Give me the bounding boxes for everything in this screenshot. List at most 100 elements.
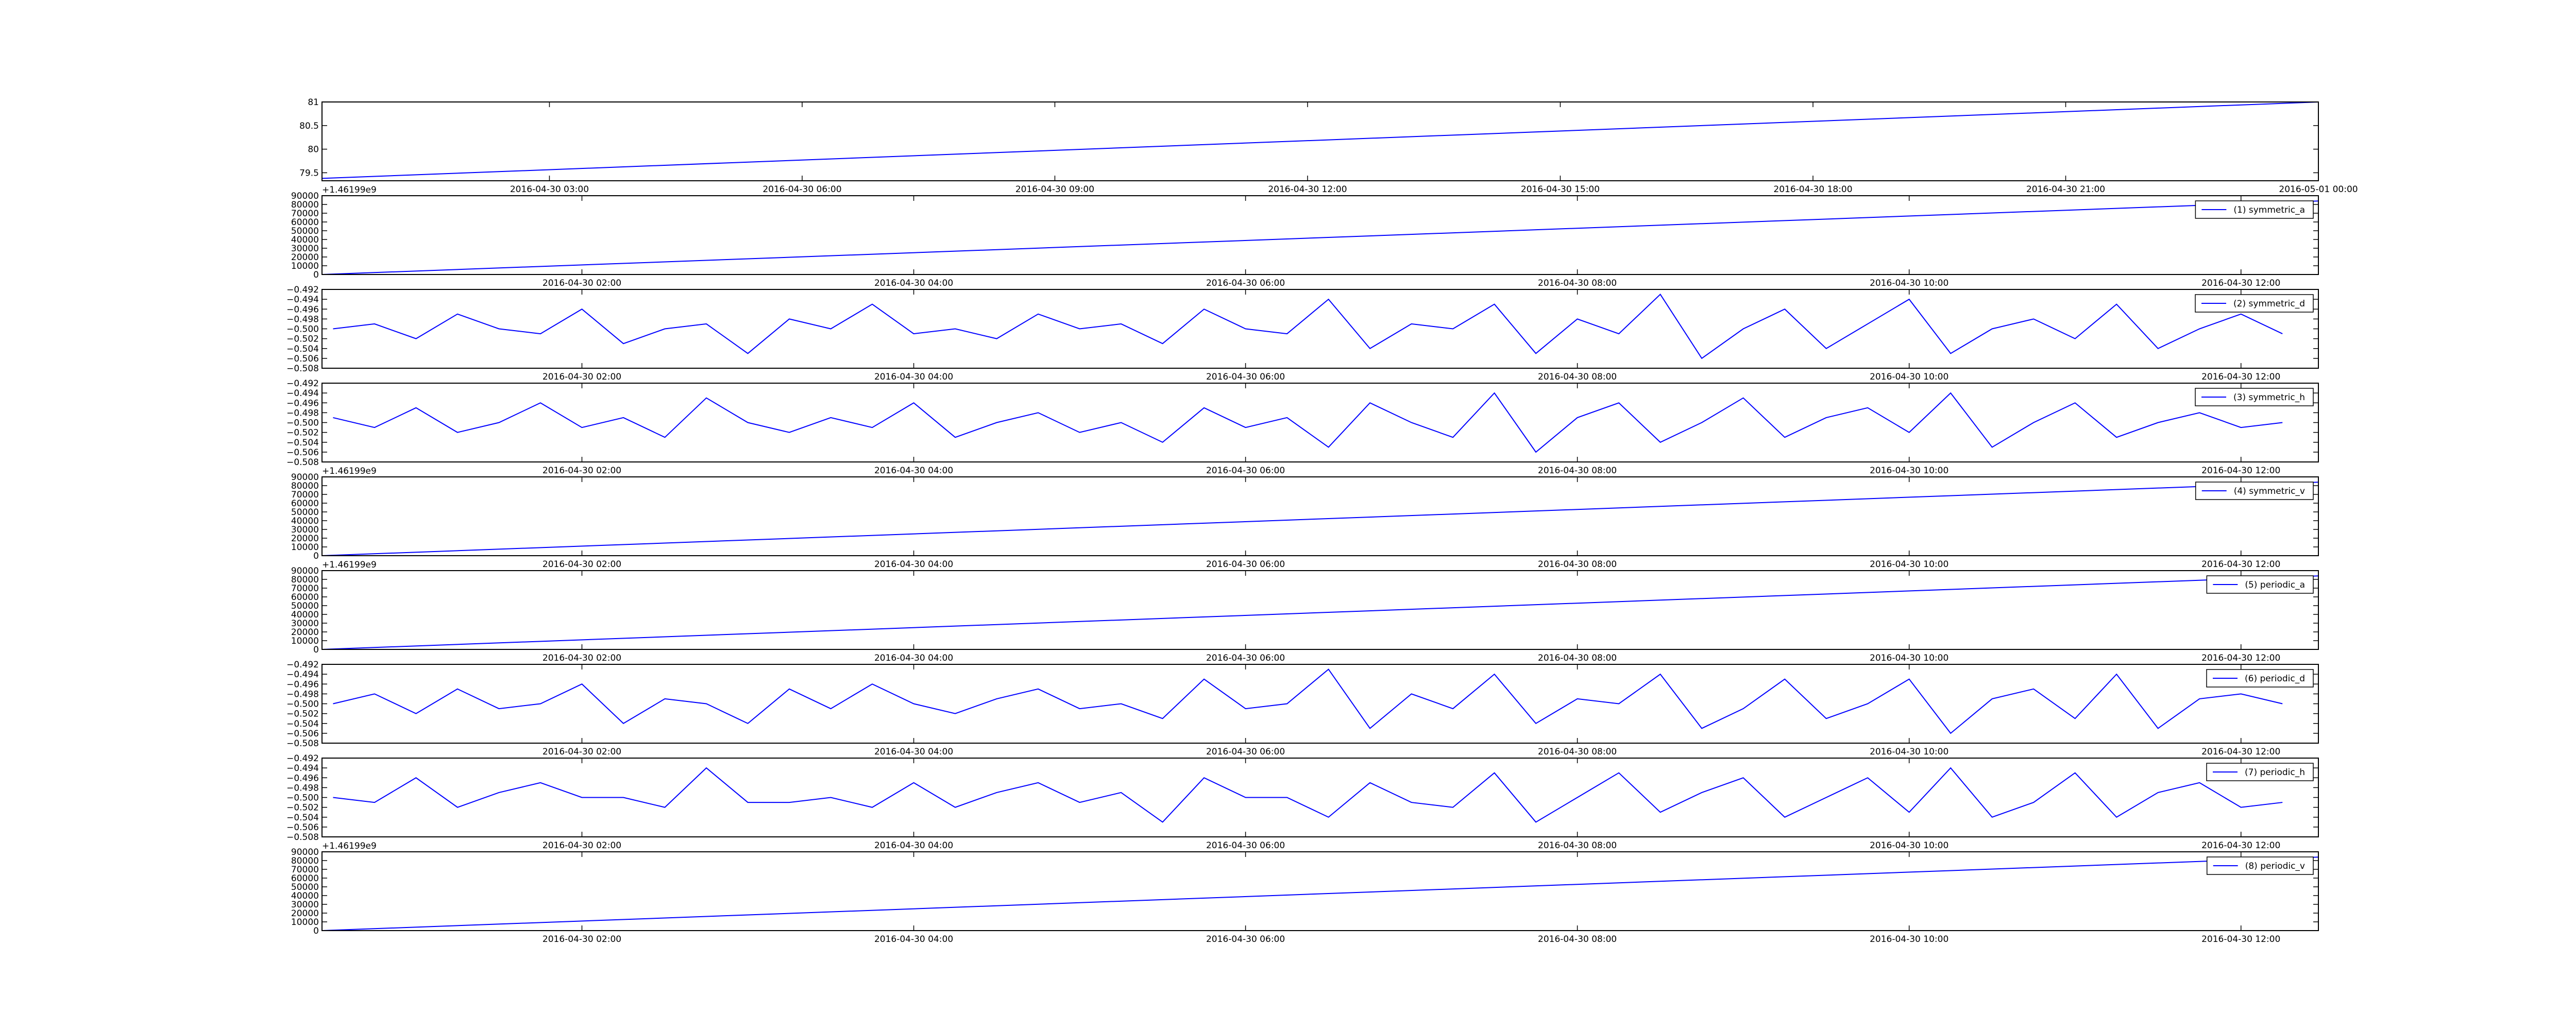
y-tick-label: 40000	[291, 235, 319, 245]
legend-label: (3) symmetric_h	[2233, 392, 2305, 403]
y-tick-label: 40000	[291, 610, 319, 620]
x-tick-label: 2016-04-30 18:00	[1773, 184, 1852, 195]
legend-label: (8) periodic_v	[2245, 861, 2305, 871]
x-tick-label: 2016-04-30 12:00	[2201, 840, 2280, 851]
y-tick-label: 60000	[291, 217, 319, 228]
x-tick-label: 2016-04-30 10:00	[1870, 278, 1948, 288]
x-tick-label: 2016-04-30 06:00	[762, 184, 841, 195]
axes-frame	[321, 851, 2319, 931]
y-tick-label: −0.498	[286, 783, 319, 793]
x-tick-label: 2016-04-30 10:00	[1870, 840, 1948, 851]
y-tick-label: 20000	[291, 908, 319, 919]
y-tick-label: 50000	[291, 226, 319, 236]
y-tick-label: 80000	[291, 200, 319, 210]
offset-text: +1.46199e9	[322, 841, 377, 851]
y-tick-label: −0.504	[286, 813, 319, 823]
y-tick-label: −0.494	[286, 388, 319, 399]
legend: (5) periodic_a	[2206, 575, 2314, 594]
data-line	[321, 575, 2319, 650]
y-tick-label: 80	[308, 145, 319, 155]
axes-frame	[321, 664, 2319, 744]
y-tick-label: −0.506	[286, 729, 319, 739]
y-tick-label: −0.498	[286, 408, 319, 418]
legend: (8) periodic_v	[2206, 856, 2314, 875]
x-tick-label: 2016-04-30 12:00	[1268, 184, 1347, 195]
y-tick-label: −0.496	[286, 304, 319, 315]
y-tick-label: 20000	[291, 252, 319, 263]
legend: (2) symmetric_d	[2195, 294, 2314, 313]
legend: (1) symmetric_a	[2195, 200, 2314, 219]
subplot: −0.508−0.506−0.504−0.502−0.500−0.498−0.4…	[286, 660, 2319, 757]
x-tick-label: 2016-04-30 10:00	[1870, 559, 1948, 570]
x-tick-label: 2016-04-30 06:00	[1206, 934, 1285, 945]
x-tick-label: 2016-04-30 02:00	[543, 278, 621, 288]
y-tick-label: 79.5	[299, 168, 319, 178]
x-tick-label: 2016-04-30 04:00	[874, 840, 953, 851]
y-tick-label: 90000	[291, 191, 319, 201]
x-tick-label: 2016-04-30 02:00	[543, 747, 621, 757]
y-tick-label: 40000	[291, 516, 319, 526]
y-tick-label: 20000	[291, 627, 319, 638]
x-tick-label: 2016-04-30 10:00	[1870, 372, 1948, 382]
x-tick-label: 2016-04-30 12:00	[2201, 278, 2280, 288]
x-tick-label: 2016-04-30 08:00	[1538, 934, 1617, 945]
y-tick-label: 10000	[291, 542, 319, 553]
x-tick-label: 2016-04-30 06:00	[1206, 278, 1285, 288]
y-tick-label: −0.494	[286, 763, 319, 774]
x-tick-label: 2016-04-30 02:00	[543, 466, 621, 476]
legend-label: (5) periodic_a	[2245, 580, 2305, 590]
y-tick-label: 60000	[291, 499, 319, 509]
y-tick-label: −0.492	[286, 285, 319, 295]
y-tick-label: 10000	[291, 917, 319, 928]
x-tick-label: 2016-04-30 15:00	[1521, 184, 1600, 195]
y-tick-label: −0.500	[286, 324, 319, 335]
x-tick-label: 2016-05-01 00:00	[2279, 184, 2358, 195]
y-tick-label: 30000	[291, 900, 319, 910]
y-tick-label: −0.496	[286, 679, 319, 690]
axes-frame	[321, 758, 2319, 837]
x-tick-label: 2016-04-30 02:00	[543, 559, 621, 570]
y-tick-label: −0.504	[286, 344, 319, 354]
y-tick-label: 90000	[291, 472, 319, 483]
y-tick-label: 0	[313, 645, 319, 655]
y-tick-label: −0.506	[286, 448, 319, 458]
data-line	[321, 482, 2319, 556]
y-tick-label: 80000	[291, 481, 319, 491]
y-tick-label: 50000	[291, 507, 319, 518]
x-tick-label: 2016-04-30 08:00	[1538, 840, 1617, 851]
x-tick-label: 2016-04-30 04:00	[874, 653, 953, 663]
data-line	[333, 294, 2283, 359]
data-line	[333, 767, 2283, 823]
y-tick-label: 80.5	[299, 121, 319, 131]
axes-frame	[321, 101, 2319, 181]
y-tick-label: 60000	[291, 873, 319, 884]
y-tick-label: 50000	[291, 601, 319, 611]
y-tick-label: −0.508	[286, 832, 319, 843]
y-tick-label: 90000	[291, 566, 319, 576]
subplot: −0.508−0.506−0.504−0.502−0.500−0.498−0.4…	[286, 379, 2319, 476]
y-tick-label: 0	[313, 926, 319, 936]
y-tick-label: −0.500	[286, 418, 319, 428]
x-tick-label: 2016-04-30 08:00	[1538, 559, 1617, 570]
legend-label: (2) symmetric_d	[2233, 299, 2305, 309]
legend: (4) symmetric_v	[2195, 482, 2314, 500]
y-tick-label: −0.508	[286, 364, 319, 374]
legend: (7) periodic_h	[2206, 763, 2314, 781]
x-tick-label: 2016-04-30 12:00	[2201, 934, 2280, 945]
subplot: 0100002000030000400005000060000700008000…	[291, 560, 2319, 663]
y-tick-label: 50000	[291, 882, 319, 892]
y-tick-label: −0.506	[286, 354, 319, 364]
y-tick-label: 0	[313, 270, 319, 280]
x-tick-label: 2016-04-30 12:00	[2201, 466, 2280, 476]
legend: (6) periodic_d	[2206, 669, 2314, 688]
y-tick-label: −0.496	[286, 398, 319, 408]
y-tick-label: −0.494	[286, 670, 319, 680]
y-tick-label: 80000	[291, 856, 319, 866]
x-tick-label: 2016-04-30 04:00	[874, 559, 953, 570]
offset-text: +1.46199e9	[322, 185, 377, 195]
subplot: 79.5 80 80.5 81 2016-04-30 03:00 2016-04-30 0…	[299, 97, 2358, 195]
x-tick-label: 2016-04-30 10:00	[1870, 747, 1948, 757]
x-tick-label: 2016-04-30 03:00	[510, 184, 589, 195]
y-tick-label: −0.496	[286, 773, 319, 783]
